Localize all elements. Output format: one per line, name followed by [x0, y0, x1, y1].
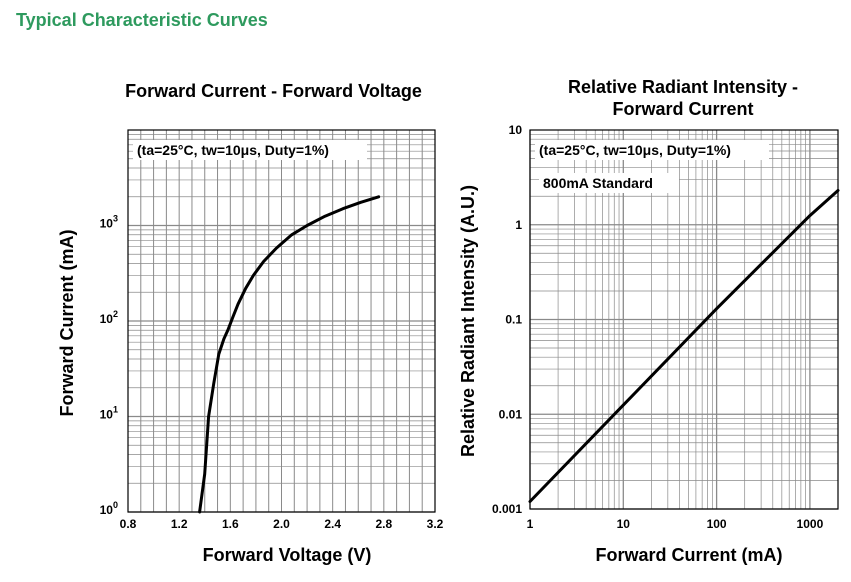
chart1-x-tick-label: 0.8 — [120, 517, 137, 531]
chart1-y-tick-label: 102 — [100, 309, 118, 326]
chart2-title-line2: Forward Current — [612, 99, 753, 119]
chart2-annotation-bg — [535, 140, 769, 160]
chart1-title: Forward Current - Forward Voltage — [125, 81, 422, 101]
chart2-y-tick-label: 1 — [515, 218, 522, 232]
chart2-y-tick-label: 0.01 — [499, 407, 523, 421]
chart2-x-tick-label: 1000 — [797, 517, 824, 531]
chart2-title-line1: Relative Radiant Intensity - — [568, 77, 798, 97]
chart2-frame — [529, 129, 839, 510]
chart1-annotation: (ta=25°C, tw=10μs, Duty=1%) — [137, 142, 329, 158]
chart1-x-tick-label: 2.4 — [324, 517, 341, 531]
chart1-series-line — [198, 195, 381, 514]
chart2-x-tick-label: 100 — [707, 517, 727, 531]
chart2-x-tick-label: 1 — [527, 517, 534, 531]
section-title: Typical Characteristic Curves — [16, 10, 268, 30]
chart2-annotation: (ta=25°C, tw=10μs, Duty=1%) — [539, 142, 731, 158]
chart1-y-tick-label: 103 — [100, 214, 118, 231]
chart1-xlabel: Forward Voltage (V) — [203, 545, 372, 565]
chart2-y-tick-label: 0.1 — [505, 313, 522, 327]
chart2-standard-label: 800mA Standard — [543, 175, 653, 191]
chart2-ylabel: Relative Radiant Intensity (A.U.) — [458, 185, 478, 457]
chart1-x-tick-label: 2.8 — [375, 517, 392, 531]
chart2-x-tick-label: 10 — [617, 517, 631, 531]
chart1-annotation-bg — [133, 140, 367, 160]
chart1-y-tick-label: 100 — [100, 500, 118, 517]
chart2-series-line — [528, 189, 840, 503]
chart1-x-tick-label: 1.2 — [171, 517, 188, 531]
chart1-frame — [127, 129, 436, 513]
chart1-y-tick-label: 101 — [100, 405, 118, 422]
chart1-ylabel: Forward Current (mA) — [57, 229, 77, 416]
chart1-x-tick-label: 1.6 — [222, 517, 239, 531]
chart1-x-tick-label: 2.0 — [273, 517, 290, 531]
chart1-x-tick-label: 3.2 — [427, 517, 444, 531]
chart2-standard-bg — [539, 173, 679, 193]
chart2-xlabel: Forward Current (mA) — [595, 545, 782, 565]
chart2-y-tick-label: 10 — [509, 123, 523, 137]
chart2-y-tick-label: 0.001 — [492, 502, 522, 516]
